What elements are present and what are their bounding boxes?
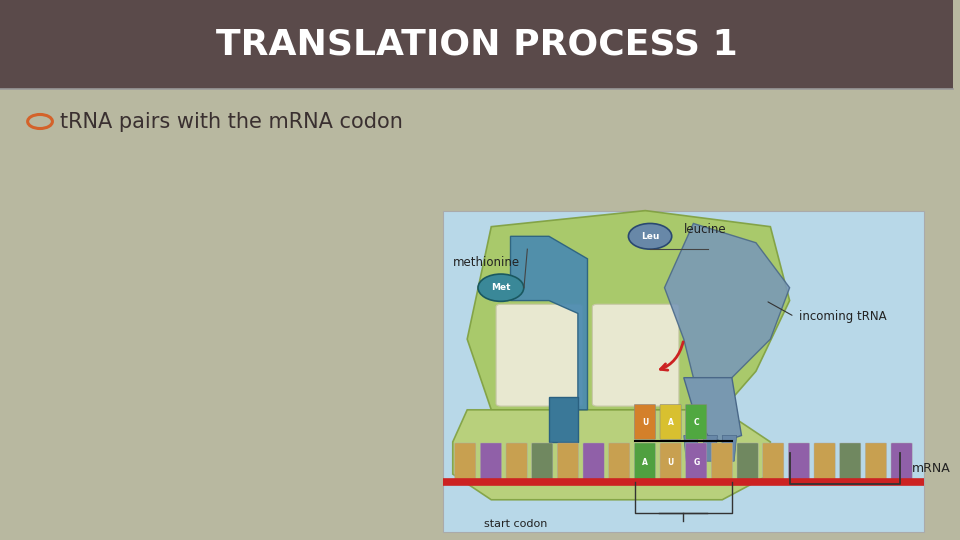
FancyBboxPatch shape — [444, 211, 924, 532]
FancyBboxPatch shape — [685, 443, 707, 481]
Text: A: A — [667, 417, 674, 427]
Polygon shape — [664, 224, 790, 377]
Text: G: G — [693, 458, 700, 467]
Text: tRNA pairs with the mRNA codon: tRNA pairs with the mRNA codon — [60, 111, 403, 132]
FancyBboxPatch shape — [496, 304, 583, 406]
FancyBboxPatch shape — [711, 443, 732, 481]
FancyBboxPatch shape — [840, 443, 861, 481]
FancyArrowPatch shape — [660, 342, 684, 370]
Polygon shape — [549, 397, 578, 442]
FancyBboxPatch shape — [891, 443, 912, 481]
Text: leucine: leucine — [684, 224, 727, 237]
FancyBboxPatch shape — [865, 443, 886, 481]
Text: start codon: start codon — [484, 519, 547, 529]
Polygon shape — [511, 237, 588, 410]
FancyBboxPatch shape — [762, 443, 784, 481]
FancyBboxPatch shape — [532, 443, 553, 481]
Text: Leu: Leu — [641, 232, 660, 241]
FancyBboxPatch shape — [480, 443, 501, 481]
Polygon shape — [453, 410, 770, 500]
FancyBboxPatch shape — [558, 443, 579, 481]
Ellipse shape — [629, 224, 672, 249]
Text: A: A — [642, 458, 648, 467]
Text: methionine: methionine — [453, 255, 520, 268]
FancyBboxPatch shape — [0, 0, 953, 89]
FancyBboxPatch shape — [635, 404, 656, 439]
Text: U: U — [667, 458, 674, 467]
FancyBboxPatch shape — [583, 443, 604, 481]
Text: Met: Met — [492, 283, 511, 292]
Ellipse shape — [478, 274, 524, 301]
Polygon shape — [684, 435, 698, 461]
Text: U: U — [642, 417, 648, 427]
FancyBboxPatch shape — [660, 443, 682, 481]
FancyBboxPatch shape — [455, 443, 476, 481]
Text: incoming tRNA: incoming tRNA — [800, 310, 887, 323]
FancyBboxPatch shape — [685, 404, 707, 439]
FancyBboxPatch shape — [506, 443, 527, 481]
FancyBboxPatch shape — [660, 404, 682, 439]
Polygon shape — [703, 435, 717, 461]
FancyBboxPatch shape — [788, 443, 809, 481]
FancyBboxPatch shape — [609, 443, 630, 481]
FancyBboxPatch shape — [592, 304, 679, 406]
Polygon shape — [684, 377, 741, 442]
Text: TRANSLATION PROCESS 1: TRANSLATION PROCESS 1 — [216, 28, 737, 61]
Text: C: C — [693, 417, 699, 427]
FancyBboxPatch shape — [814, 443, 835, 481]
Polygon shape — [468, 211, 790, 410]
FancyBboxPatch shape — [737, 443, 758, 481]
FancyBboxPatch shape — [635, 443, 656, 481]
Polygon shape — [722, 435, 736, 461]
Text: mRNA: mRNA — [912, 462, 951, 475]
